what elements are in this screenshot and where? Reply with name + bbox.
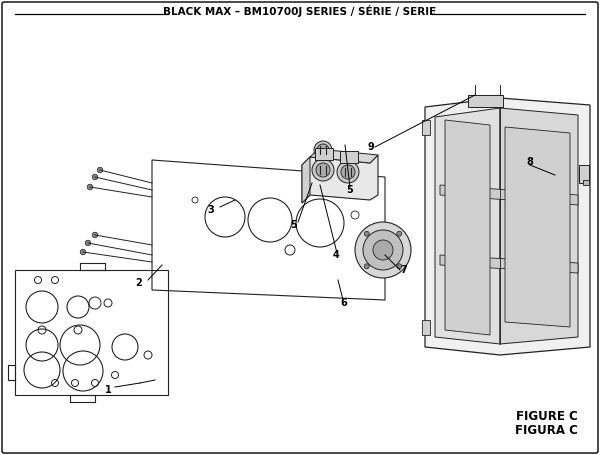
Circle shape [87,184,93,190]
Circle shape [312,159,334,181]
Polygon shape [445,120,490,335]
Bar [579,165,589,183]
Circle shape [363,230,403,270]
Circle shape [314,141,332,159]
Text: 9: 9 [367,142,374,152]
Circle shape [80,249,86,255]
Text: BLACK MAX – BM10700J SERIES / SÉRIE / SERIE: BLACK MAX – BM10700J SERIES / SÉRIE / SE… [163,5,437,17]
Polygon shape [302,155,378,203]
Bar [468,95,503,107]
Circle shape [355,222,411,278]
Circle shape [337,161,359,183]
Polygon shape [425,98,590,355]
Text: 4: 4 [333,250,340,260]
Circle shape [317,144,329,156]
Text: 5: 5 [346,185,353,195]
Bar [422,320,430,335]
Circle shape [92,232,98,238]
Polygon shape [310,149,378,163]
Text: 6: 6 [340,298,347,308]
Bar [340,151,358,163]
Polygon shape [500,108,578,344]
Text: 3: 3 [207,205,214,215]
Polygon shape [435,108,500,344]
Polygon shape [440,255,578,273]
Text: FIGURE C: FIGURE C [516,410,578,424]
Polygon shape [440,185,578,205]
Circle shape [341,165,355,179]
Polygon shape [505,127,570,327]
Circle shape [92,174,98,180]
Polygon shape [302,157,310,203]
Text: 1: 1 [105,385,112,395]
Circle shape [364,231,369,236]
Circle shape [316,163,330,177]
Circle shape [364,264,369,269]
Bar [422,120,430,135]
Text: 8: 8 [526,157,533,167]
Circle shape [397,231,402,236]
Text: FIGURA C: FIGURA C [515,425,578,438]
Text: 7: 7 [400,265,407,275]
Text: 2: 2 [135,278,142,288]
Circle shape [373,240,393,260]
Text: 5: 5 [290,220,297,230]
Bar [583,180,589,185]
Bar [315,148,333,160]
Circle shape [397,264,402,269]
Circle shape [85,240,91,246]
Circle shape [97,167,103,173]
